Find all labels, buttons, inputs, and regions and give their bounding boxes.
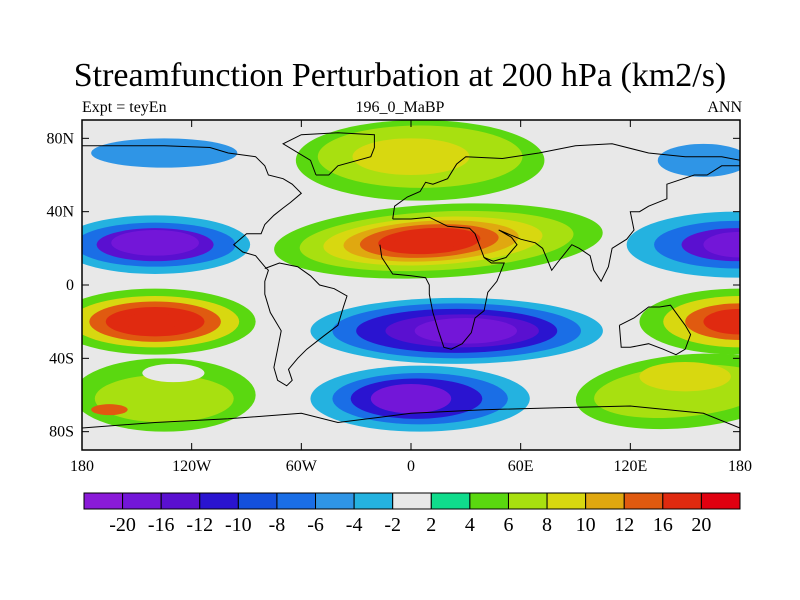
x-tick-label: 60E — [508, 458, 534, 475]
colorbar-label: 20 — [691, 514, 711, 536]
plot-area — [82, 120, 740, 450]
x-tick-label: 120E — [613, 458, 647, 475]
colorbar-box — [353, 492, 394, 510]
colorbar-box — [585, 492, 625, 510]
colorbar-box — [122, 492, 162, 510]
contour-band — [657, 143, 740, 177]
colorbar-label: -4 — [346, 514, 363, 536]
coastline — [82, 405, 740, 429]
colorbar-box — [546, 492, 587, 510]
run-label: 196_0_MaBP — [355, 99, 445, 116]
colorbar-label: -16 — [148, 514, 175, 536]
contour-band — [91, 404, 128, 416]
coastline — [618, 304, 692, 356]
chart-title: Streamfunction Perturbation at 200 hPa (… — [73, 57, 727, 94]
colorbar-label: -12 — [186, 514, 213, 536]
contour-band — [124, 312, 179, 331]
colorbar-label: -2 — [384, 514, 401, 536]
colorbar: -20 -16 -12 -10 -8 -6 -4 -2 2 4 6 8 10 12 16 20 — [83, 492, 741, 536]
y-tick-label: 80S — [49, 424, 74, 441]
colorbar-label: -6 — [307, 514, 324, 536]
colorbar-box — [430, 492, 471, 510]
coastline — [392, 143, 740, 220]
contour-band — [91, 138, 238, 168]
colorbar-box — [662, 492, 702, 510]
contour-band — [94, 374, 234, 423]
x-tick-label: 180 — [728, 458, 752, 475]
coastline — [379, 216, 505, 350]
y-tick-label: 40S — [49, 350, 74, 367]
colorbar-label: -8 — [269, 514, 286, 536]
colorbar-box — [199, 492, 239, 510]
y-tick-label: 80N — [46, 130, 74, 147]
colorbar-label: 8 — [542, 514, 552, 536]
colorbar-box — [507, 492, 548, 510]
contour-band — [352, 138, 470, 176]
season-label: ANN — [707, 99, 742, 116]
colorbar-label: 4 — [465, 514, 475, 536]
contour-band — [142, 363, 205, 383]
contour-band — [703, 308, 740, 335]
colorbar-box — [315, 492, 355, 510]
coastline — [483, 165, 740, 283]
colorbar-label: 12 — [614, 514, 634, 536]
y-tick-label: 40N — [46, 204, 74, 221]
colorbar-label: -10 — [225, 514, 252, 536]
coastlines — [82, 132, 740, 429]
x-tick-label: 0 — [407, 458, 415, 475]
x-tick-label: 60W — [286, 458, 318, 475]
contour-band — [370, 384, 452, 414]
colorbar-label: 10 — [576, 514, 596, 536]
colorbar-box — [237, 492, 278, 510]
experiment-label: Expt = teyEn — [82, 99, 167, 116]
coastline — [282, 132, 375, 176]
colorbar-label: -20 — [109, 514, 136, 536]
colorbar-box — [83, 492, 124, 510]
y-tick-label: 0 — [66, 277, 74, 294]
colorbar-label: 16 — [653, 514, 673, 536]
contour-band — [639, 362, 731, 392]
colorbar-label: 2 — [426, 514, 436, 536]
x-tick-label: 120W — [172, 458, 212, 475]
x-tick-label: 180 — [70, 458, 94, 475]
contour-band — [111, 230, 199, 256]
colorbar-box — [276, 492, 317, 510]
colorbar-label: 6 — [503, 514, 513, 536]
colorbar-box — [623, 492, 664, 510]
colorbar-box — [392, 492, 432, 510]
colorbar-box — [700, 492, 741, 510]
contour-band — [392, 233, 459, 253]
colorbar-box — [469, 492, 509, 510]
coastline — [82, 145, 348, 387]
contour-band — [703, 231, 740, 258]
colorbar-box — [160, 492, 201, 510]
y-axis: 80N 40N 0 40S 80S — [46, 130, 740, 441]
x-axis: 180 120W 60W 0 60E 120E 180 — [70, 120, 752, 475]
